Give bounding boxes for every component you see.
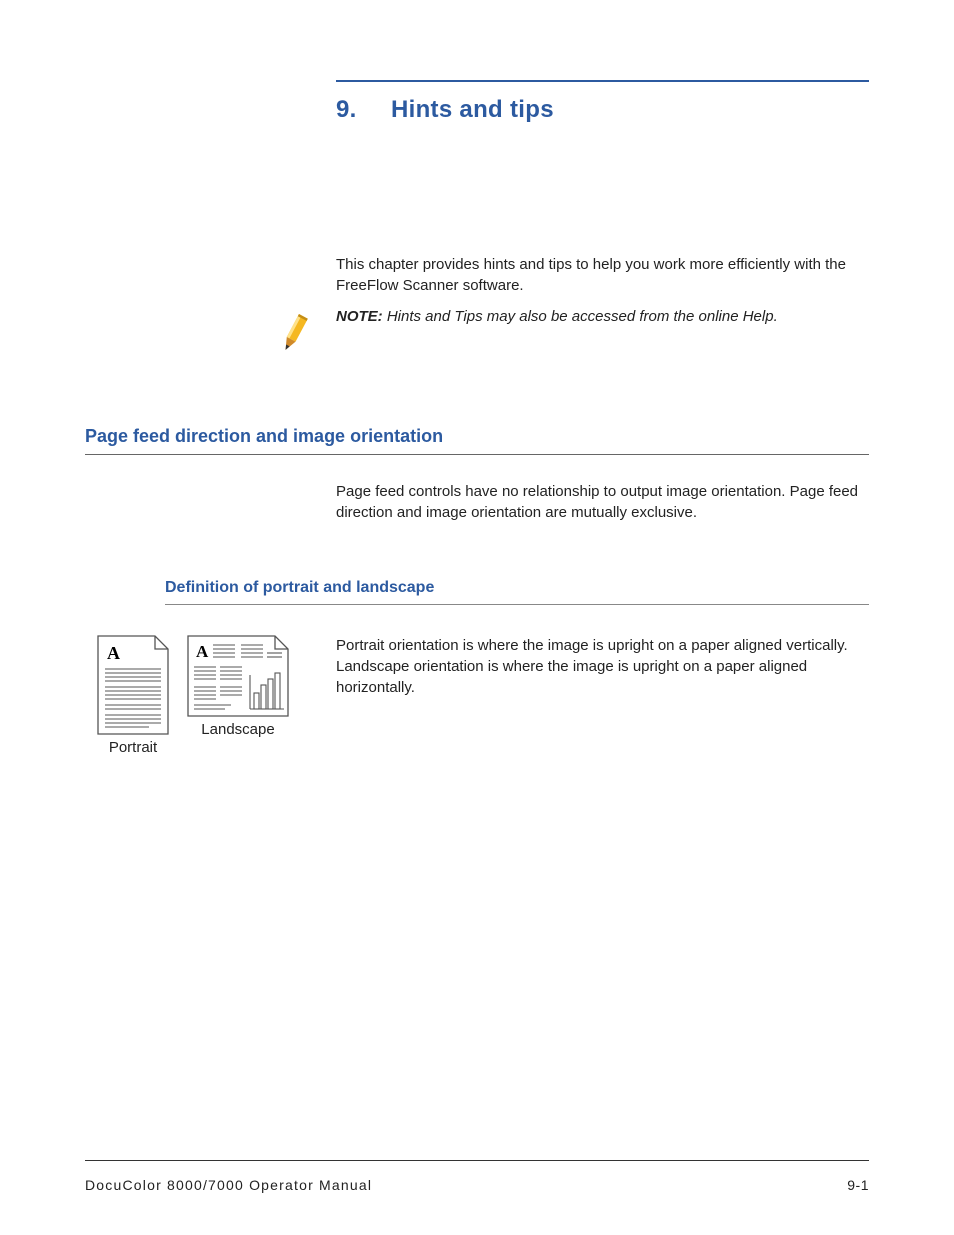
svg-text:A: A — [196, 642, 209, 661]
portrait-illustration: A Portrait — [97, 635, 169, 756]
page-footer: DocuColor 8000/7000 Operator Manual 9-1 — [85, 1160, 869, 1193]
subsection-body: Portrait orientation is where the image … — [336, 635, 869, 756]
footer-rule — [85, 1160, 869, 1161]
footer-right: 9-1 — [847, 1177, 869, 1193]
chapter-intro: This chapter provides hints and tips to … — [336, 254, 869, 296]
footer-left: DocuColor 8000/7000 Operator Manual — [85, 1177, 372, 1193]
chapter-number: 9. — [336, 96, 384, 124]
svg-text:A: A — [107, 643, 120, 663]
note-body: Hints and Tips may also be accessed from… — [383, 308, 778, 325]
portrait-page-icon: A — [97, 635, 169, 735]
landscape-page-icon: A — [187, 635, 289, 717]
portrait-label: Portrait — [109, 739, 157, 756]
note-text: NOTE: Hints and Tips may also be accesse… — [336, 306, 869, 327]
subsection-heading: Definition of portrait and landscape — [165, 579, 869, 605]
pencil-icon — [277, 312, 311, 356]
chapter-top-rule — [336, 80, 869, 82]
chapter-title: 9. Hints and tips — [336, 96, 869, 124]
note-label: NOTE: — [336, 308, 383, 325]
pencil-icon-col — [85, 306, 336, 356]
subsection-row: A Portrait — [85, 635, 869, 756]
landscape-illustration: A — [187, 635, 289, 738]
chapter-title-text: Hints and tips — [391, 96, 554, 123]
section-heading: Page feed direction and image orientatio… — [85, 426, 869, 455]
landscape-label: Landscape — [201, 721, 274, 738]
illustration-column: A Portrait — [85, 635, 336, 756]
note-row: NOTE: Hints and Tips may also be accesse… — [85, 306, 869, 356]
section-body: Page feed controls have no relationship … — [336, 481, 869, 523]
